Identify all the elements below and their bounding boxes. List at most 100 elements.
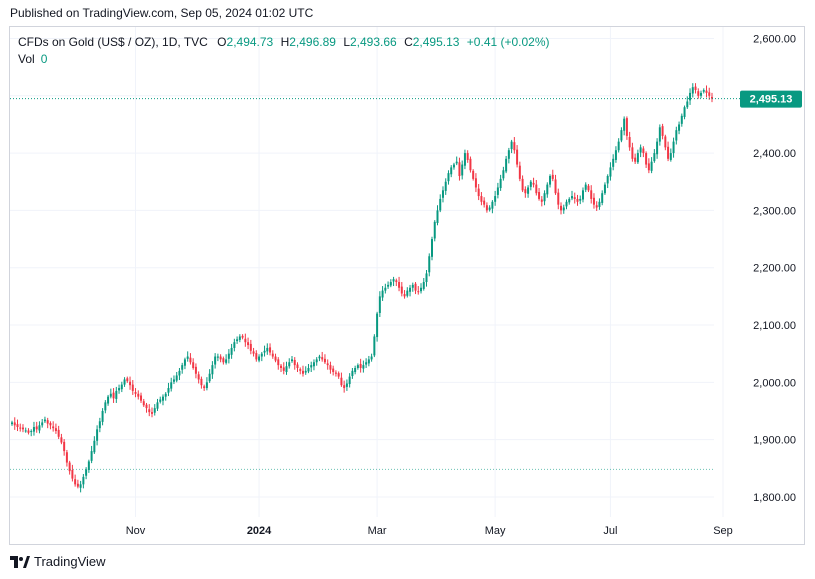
candle-body — [238, 336, 241, 340]
candle-body — [296, 364, 299, 368]
x-tick-label: Nov — [126, 525, 146, 537]
candle-body — [444, 181, 447, 191]
candle-body — [606, 176, 609, 184]
candle-body — [395, 280, 398, 283]
candle-body — [57, 429, 60, 437]
candle-body — [425, 273, 428, 283]
chart-frame — [9, 26, 805, 545]
candle-body — [310, 365, 313, 368]
candle-body — [123, 379, 126, 385]
candle-body — [326, 363, 329, 366]
candle-body — [318, 356, 321, 359]
candle-body — [258, 356, 261, 361]
candle-body — [551, 174, 554, 179]
candle-body — [411, 284, 414, 288]
candle-body — [321, 357, 324, 360]
candle-body — [680, 115, 683, 124]
candle-body — [686, 101, 689, 108]
y-tick-label: 2,600.00 — [753, 33, 796, 45]
candle-body — [307, 367, 310, 372]
candle-body — [653, 153, 656, 162]
candle-body — [521, 178, 524, 191]
candle-body — [598, 201, 601, 207]
candle-body — [129, 381, 132, 386]
legend-change: +0.41 (+0.02%) — [466, 35, 550, 49]
candle-body — [343, 385, 346, 389]
candle-body — [675, 130, 678, 141]
x-tick-label: 2024 — [247, 525, 272, 537]
candle-body — [571, 196, 573, 199]
candle-body — [230, 347, 233, 355]
candle-body — [233, 342, 236, 348]
candle-body — [153, 408, 156, 413]
legend: CFDs on Gold (US$ / OZ), 1D, TVC O2,494.… — [18, 35, 550, 49]
candle-body — [192, 362, 195, 368]
candle-body — [109, 393, 112, 397]
candle-body — [35, 426, 38, 430]
candle-body — [172, 379, 175, 382]
candle-body — [532, 182, 535, 185]
candle-body — [431, 239, 433, 257]
candle-body — [151, 412, 153, 414]
candle-body — [367, 359, 370, 364]
candle-body — [21, 427, 24, 430]
candle-body — [112, 392, 115, 399]
candle-body — [131, 384, 134, 391]
y-tick-label: 2,200.00 — [753, 263, 796, 275]
candle-body — [554, 179, 557, 194]
candle-body — [592, 197, 595, 205]
candle-body — [255, 353, 258, 360]
legend-open-label: O — [217, 35, 227, 49]
candle-body — [181, 365, 184, 370]
candle-body — [392, 279, 395, 282]
candle-body — [115, 390, 118, 399]
candle-body — [645, 153, 648, 165]
candle-body — [225, 359, 228, 363]
candle-body — [315, 359, 318, 363]
candle-body — [214, 356, 217, 365]
candle-body — [576, 198, 579, 202]
candle-body — [441, 190, 444, 198]
candle-body — [104, 402, 107, 411]
candle-body — [656, 141, 659, 155]
candle-body — [200, 378, 203, 386]
candle-body — [337, 373, 340, 377]
candle-body — [263, 350, 266, 353]
x-tick-label: May — [485, 525, 506, 537]
legend-low-value: 2,493.66 — [350, 35, 397, 49]
candle-body — [194, 366, 197, 374]
legend-high-label: H — [280, 35, 290, 49]
legend-close-label: C — [404, 35, 413, 49]
candle-body — [560, 205, 563, 211]
candle-body — [354, 367, 357, 373]
candle-body — [222, 358, 225, 363]
candle-body — [252, 351, 255, 354]
candle-body — [332, 368, 335, 373]
candle-body — [93, 440, 96, 453]
candle-body — [186, 356, 189, 359]
candle-body — [13, 422, 16, 426]
candle-body — [340, 377, 343, 386]
candle-body — [400, 286, 403, 294]
candle-body — [513, 142, 516, 151]
candle-body — [277, 359, 280, 366]
candle-body — [491, 201, 494, 209]
candle-body — [54, 428, 57, 432]
footer-brand[interactable]: TradingView — [10, 554, 106, 569]
candle-body — [389, 282, 392, 286]
candle-body — [494, 196, 497, 202]
candle-body — [260, 353, 263, 357]
candle-body — [63, 441, 66, 452]
volume-value: 0 — [40, 52, 48, 66]
candle-body — [650, 161, 653, 171]
candle-body — [474, 178, 477, 188]
candle-body — [285, 366, 288, 373]
candle-body — [697, 91, 700, 96]
candle-body — [543, 193, 546, 202]
candle-body — [483, 200, 486, 205]
candle-body — [249, 343, 252, 351]
candle-body — [664, 136, 667, 148]
candle-body — [636, 153, 639, 163]
candle-body — [667, 146, 670, 159]
